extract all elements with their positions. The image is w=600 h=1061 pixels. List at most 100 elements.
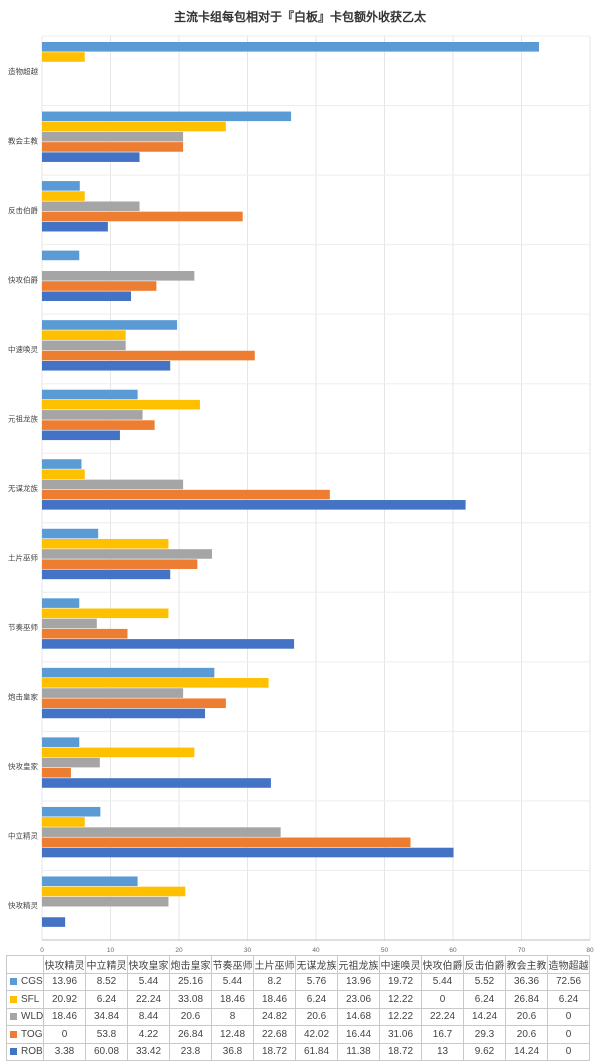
table-cell: 22.24 xyxy=(421,1007,464,1026)
table-cell: 19.72 xyxy=(379,972,422,991)
table-cell: 6.24 xyxy=(295,990,338,1009)
bar-tog xyxy=(42,698,226,709)
table-cell: 13.96 xyxy=(337,972,380,991)
table-cell: 20.6 xyxy=(505,1025,548,1044)
x-tick-label: 60 xyxy=(449,947,457,954)
bar-sfl xyxy=(42,330,126,340)
table-cell: 14.68 xyxy=(337,1007,380,1026)
legend-entry: ROB xyxy=(6,1042,44,1061)
table-cell: 29.3 xyxy=(463,1025,506,1044)
bar-rob xyxy=(42,221,108,232)
category-label: 炮击皇家 xyxy=(8,692,38,702)
table-cell: 18.72 xyxy=(379,1042,422,1061)
table-header-cell: 教会主教 xyxy=(505,955,548,974)
table-cell: 36.8 xyxy=(211,1042,254,1061)
bar-rob xyxy=(42,639,295,649)
category-label: 反击伯爵 xyxy=(8,205,38,215)
bar-chart: 快攻精灵 中立精灵 快攻皇家 炮击皇家 节奏巫师 土片巫师 无谋龙族 元祖龙族 中速唤灵 快攻伯爵… xyxy=(8,35,594,954)
category-label: 快攻皇家 xyxy=(8,761,38,771)
bar-rob xyxy=(42,569,171,580)
table-cell: 33.42 xyxy=(127,1042,170,1061)
table-cell: 0 xyxy=(43,1025,86,1044)
bar-sfl xyxy=(42,538,169,549)
table-cell: 0 xyxy=(421,990,464,1009)
table-cell: 8.44 xyxy=(127,1007,170,1026)
legend-entry: CGS xyxy=(6,972,44,991)
bar-rob xyxy=(42,917,66,927)
category-label: 快攻伯爵 xyxy=(8,274,38,284)
legend-entry: WLD xyxy=(6,1007,44,1026)
bar-wld xyxy=(42,479,184,490)
table-cell: 16.7 xyxy=(421,1025,464,1044)
bar-rob xyxy=(42,778,271,788)
table-cell: 20.6 xyxy=(169,1007,212,1026)
table-cell: 8 xyxy=(211,1007,254,1026)
data-table: 快攻精灵 中立精灵 快攻皇家 炮击皇家 节奏巫师 土片巫师 无谋龙族 元祖龙族 中速唤灵 快攻伯爵… xyxy=(6,955,590,1061)
bar-cgs xyxy=(42,806,101,817)
table-cell: 0 xyxy=(547,1042,590,1061)
table-cell: 9.62 xyxy=(463,1042,506,1061)
table-cell: 13 xyxy=(421,1042,464,1061)
category-label: 节奏巫师 xyxy=(8,622,38,632)
bar-wld xyxy=(42,271,195,281)
table-cell: 18.46 xyxy=(253,990,296,1009)
table-cell: 33.08 xyxy=(169,990,212,1009)
table-row: CGS 13.96 8.52 5.44 25.16 5.44 8.2 5.76 13.96 19.… xyxy=(6,972,590,991)
table-cell: 23.8 xyxy=(169,1042,212,1061)
bar-cgs xyxy=(42,737,80,747)
bar-tog xyxy=(42,767,71,778)
table-cell: 18.46 xyxy=(211,990,254,1009)
legend-swatch xyxy=(10,995,17,1003)
bar-cgs xyxy=(42,250,80,261)
table-header-cell: 土片巫师 xyxy=(253,955,296,974)
x-tick-label: 20 xyxy=(175,947,183,954)
x-tick-label: 80 xyxy=(586,947,594,954)
bar-cgs xyxy=(42,42,540,52)
bar-cgs xyxy=(42,181,80,191)
bar-cgs xyxy=(42,389,138,400)
bar-cgs xyxy=(42,876,138,887)
x-tick-label: 50 xyxy=(381,947,389,954)
bar-tog xyxy=(42,559,198,569)
table-cell: 14.24 xyxy=(463,1007,506,1026)
legend-swatch xyxy=(10,1030,17,1038)
table-cell: 16.44 xyxy=(337,1025,380,1044)
bar-rob xyxy=(42,291,132,302)
table-cell: 34.84 xyxy=(85,1007,128,1026)
table-cell: 13.96 xyxy=(43,972,86,991)
legend-entry: TOG xyxy=(6,1025,44,1044)
table-cell: 25.16 xyxy=(169,972,212,991)
bar-tog xyxy=(42,628,128,639)
table-header-cell: 中速唤灵 xyxy=(379,955,422,974)
table-header-cell: 无谋龙族 xyxy=(295,955,338,974)
table-cell: 18.72 xyxy=(253,1042,296,1061)
bar-wld xyxy=(42,757,100,768)
category-label: 教会主教 xyxy=(8,135,38,145)
legend-swatch xyxy=(10,1013,17,1021)
table-cell: 42.02 xyxy=(295,1025,338,1044)
bar-rob xyxy=(42,708,206,719)
x-tick-label: 10 xyxy=(107,947,115,954)
table-cell: 18.46 xyxy=(43,1007,86,1026)
table-header-cell: 节奏巫师 xyxy=(211,955,254,974)
table-cell: 8.52 xyxy=(85,972,128,991)
table-header-cell: 反击伯爵 xyxy=(463,955,506,974)
bar-tog xyxy=(42,281,157,291)
bar-cgs xyxy=(42,598,80,608)
bar-sfl xyxy=(42,886,186,897)
x-tick-label: 30 xyxy=(244,947,252,954)
table-cell: 5.76 xyxy=(295,972,338,991)
table-cell: 12.22 xyxy=(379,1007,422,1026)
bar-sfl xyxy=(42,678,269,688)
category-label: 快攻精灵 xyxy=(8,900,38,910)
bar-wld xyxy=(42,549,213,559)
bar-cgs xyxy=(42,667,215,678)
bar-wld xyxy=(42,410,143,420)
table-cell: 14.24 xyxy=(505,1042,548,1061)
table-cell: 22.24 xyxy=(127,990,170,1009)
table-cell: 4.22 xyxy=(127,1025,170,1044)
category-label: 土片巫师 xyxy=(8,553,38,563)
table-row: WLD 18.46 34.84 8.44 20.6 8 24.82 20.6 14.68 12.2… xyxy=(6,1007,590,1026)
table-cell: 26.84 xyxy=(169,1025,212,1044)
bar-sfl xyxy=(42,399,200,410)
